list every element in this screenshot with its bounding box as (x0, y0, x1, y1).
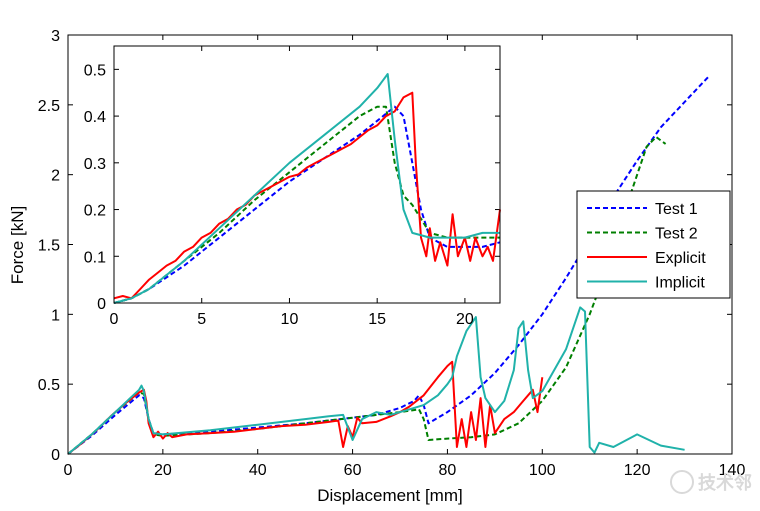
main-x-tick-label: 60 (344, 462, 362, 479)
main-x-tick-label: 80 (439, 462, 457, 479)
inset-y-tick-label: 0.5 (84, 62, 106, 79)
inset-y-tick-label: 0.4 (84, 109, 106, 126)
main-y-tick-label: 1 (51, 307, 60, 324)
main-x-tick-label: 40 (249, 462, 267, 479)
main-axes-frame (67, 34, 733, 455)
inset-axes-frame (113, 45, 501, 304)
y-axis-title: Force [kN] (8, 206, 27, 284)
main-y-tick-label: 0.5 (38, 377, 60, 394)
x-axis-title: Displacement [mm] (317, 486, 462, 505)
main-y-tick-label: 2.5 (38, 98, 60, 115)
inset-y-tick-label: 0.1 (84, 249, 106, 266)
main-y-tick-label: 0 (51, 447, 60, 464)
inset-x-tick-label: 10 (281, 311, 299, 328)
legend: Test 1 Test 2 Explicit Implicit (576, 190, 731, 299)
inset-y-tick-label: 0 (97, 296, 106, 313)
inset-plot-area (113, 45, 501, 304)
main-y-tick-label: 3 (51, 28, 60, 45)
inset-x-tick-label: 15 (368, 311, 386, 328)
watermark-logo-icon (670, 470, 694, 494)
main-x-tick-label: 0 (64, 462, 73, 479)
main-x-tick-label: 20 (154, 462, 172, 479)
watermark-text: 技术邻 (698, 473, 752, 493)
inset-series-implicit (113, 73, 500, 304)
legend-label: Explicit (655, 250, 706, 267)
legend-label: Test 2 (655, 226, 698, 243)
watermark: 技术邻 (670, 469, 752, 495)
inset-series-test-1 (113, 105, 501, 304)
main-x-tick-label: 120 (624, 462, 651, 479)
main-y-tick-label: 2 (51, 168, 60, 185)
main-x-tick-label: 140 (719, 462, 746, 479)
legend-box (576, 190, 731, 299)
inset-x-tick-label: 20 (456, 311, 474, 328)
inset-y-tick-label: 0.3 (84, 156, 106, 173)
legend-label: Test 1 (655, 201, 698, 218)
main-y-tick-label: 1.5 (38, 238, 60, 255)
inset-x-tick-label: 0 (110, 311, 119, 328)
main-x-tick-label: 100 (529, 462, 556, 479)
legend-label: Implicit (655, 275, 705, 292)
inset-series (113, 73, 501, 304)
inset-ticks: 0 5 10 15 20 0 0.1 0.2 0.3 0.4 0.5 (84, 46, 500, 328)
inset-y-tick-label: 0.2 (84, 203, 106, 220)
inset-series-explicit (113, 91, 501, 300)
main-series-implicit (67, 306, 685, 455)
main-series-explicit (67, 360, 544, 455)
inset-x-tick-label: 5 (197, 311, 206, 328)
